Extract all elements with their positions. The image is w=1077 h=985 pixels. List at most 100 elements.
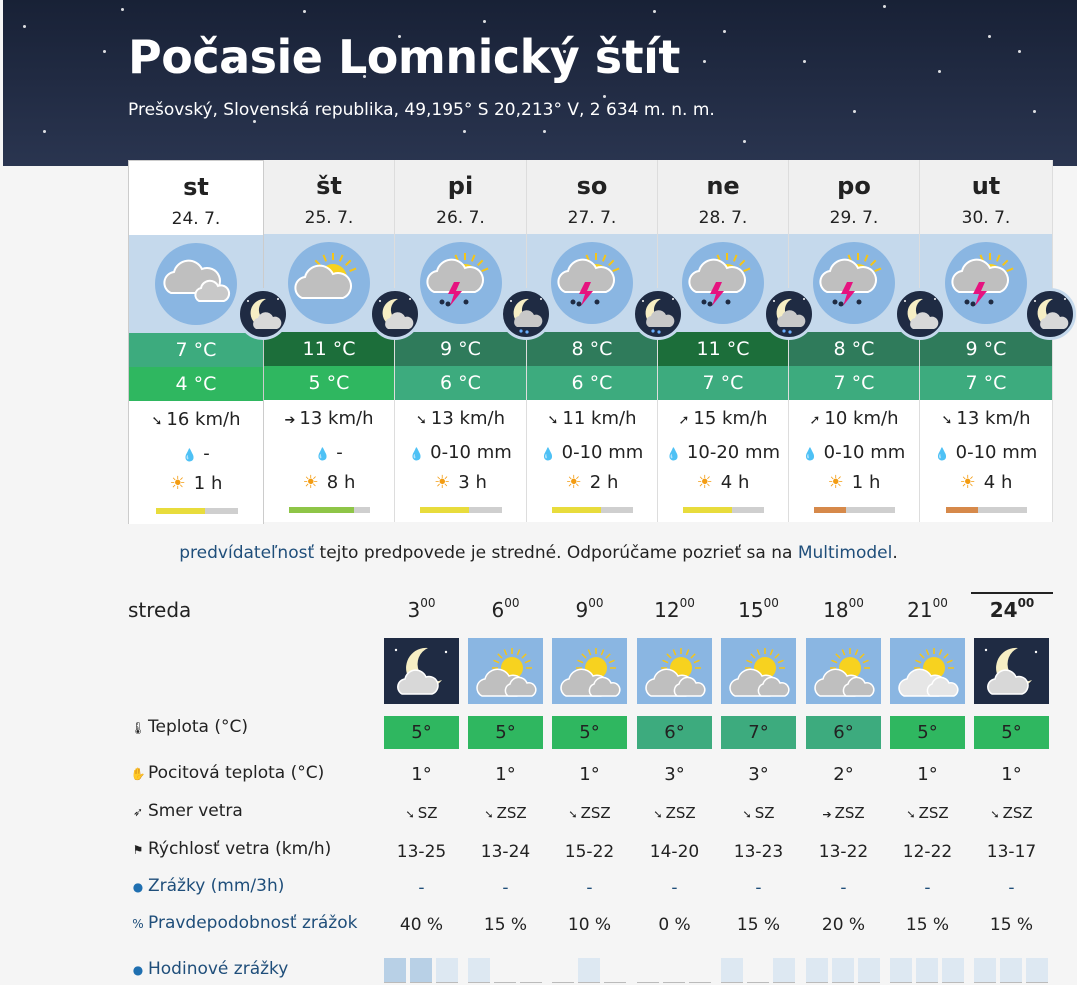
star — [121, 8, 124, 11]
drop-icon: 💧 — [665, 447, 681, 461]
day-column-st[interactable]: st 24. 7. 7 °C 4 °C ➘ 16 km/h 💧 - ☀ 1 h — [128, 160, 264, 524]
wind-direction-value: ➘ ZSZ — [552, 804, 627, 822]
hourly-precip-cell — [663, 958, 685, 983]
wind-direction-icon: ➘ — [416, 413, 427, 428]
wind-arrow-icon: ➘ — [906, 808, 916, 821]
star — [1033, 110, 1036, 113]
probability-value: 15 % — [483, 915, 528, 935]
predictability-bar-fill — [945, 507, 979, 513]
hourly-precip-cell — [916, 958, 938, 983]
moon-rain-icon — [632, 288, 684, 340]
wind-speed-value: 15-22 — [564, 842, 615, 862]
wind-speed: 10 km/h — [824, 408, 899, 429]
precipitation-info: 💧 0-10 mm — [395, 442, 526, 463]
sun-cloud-icon — [721, 638, 796, 704]
wind-arrow-icon: ➘ — [653, 808, 663, 821]
sunshine-hours: 3 h — [458, 472, 487, 493]
precipitation-value: - — [418, 878, 425, 898]
drop-1h-icon: ● — [132, 963, 144, 977]
row-label-feels: ✋ Pocitová teplota (°C) — [128, 763, 325, 783]
star — [23, 25, 26, 28]
sunshine-info: ☀ 3 h — [395, 472, 526, 493]
cloud-icon — [155, 243, 237, 325]
sunshine-hours: 4 h — [983, 472, 1013, 493]
day-column-št[interactable]: št 25. 7. 11 °C 5 °C ➔ 13 km/h 💧 - ☀ 8 h — [264, 160, 395, 522]
day-name: so — [576, 172, 608, 200]
sunshine-info: ☀ 1 h — [789, 472, 919, 493]
day-column-ut[interactable]: ut 30. 7. 9 °C 7 °C ➘ 13 km/h 💧 0-10 mm ☀ 4 h — [920, 160, 1053, 522]
hourly-precip-cell — [890, 958, 912, 983]
day-column-po[interactable]: po 29. 7. 8 °C 7 °C ➚ 10 km/h 💧 0-10 mm ☀ 1 h — [789, 160, 920, 522]
feels-like-value: 3° — [664, 764, 685, 785]
day-column-ne[interactable]: ne 28. 7. 11 °C 7 °C ➚ 15 km/h 💧 10-20 mm ☀ 4 h — [658, 160, 789, 522]
hourly-temperature: 5° — [890, 716, 965, 749]
wind-direction-text: ZSZ — [834, 804, 865, 822]
star — [398, 35, 401, 38]
drop-icon: 💧 — [182, 448, 198, 462]
hourly-precip-cell — [721, 958, 743, 983]
note-text: tejto predpovede je stredné. Odporúčame … — [314, 543, 798, 563]
moon-rain-icon — [500, 288, 552, 340]
moon-rain-icon — [763, 288, 815, 340]
hourly-precip-cell — [773, 958, 795, 983]
wind-arrow-icon: ➘ — [405, 808, 415, 821]
feels-like-value: 1° — [495, 764, 516, 785]
hourly-precip-cell — [552, 958, 574, 983]
star — [363, 75, 366, 78]
sun-cloud-icon — [637, 638, 712, 704]
day-header: st 24. 7. — [129, 161, 263, 235]
hourly-precip-cell — [858, 958, 880, 983]
predictability-bar-fill — [288, 507, 355, 513]
day-name: ne — [706, 172, 740, 200]
predictability-link[interactable]: predvídateľnosť — [179, 543, 315, 563]
precipitation-value: - — [502, 878, 509, 898]
star — [803, 60, 806, 63]
hourly-temperature: 6° — [637, 716, 712, 749]
star — [103, 50, 106, 53]
day-header: so 27. 7. — [527, 160, 657, 234]
probability-value: 15 % — [736, 915, 781, 935]
day-column-so[interactable]: so 27. 7. 8 °C 6 °C ➘ 11 km/h 💧 0-10 mm ☀ 2 h — [527, 160, 658, 522]
day-date: 30. 7. — [961, 208, 1011, 228]
probability-value: 10 % — [567, 915, 612, 935]
precipitation-value: - — [924, 878, 931, 898]
hour-label: 600 — [468, 596, 543, 622]
sun-cloud-icon — [288, 242, 370, 324]
sunshine-hours: 2 h — [589, 472, 619, 493]
row-label-wind_speed: ⚑ Rýchlosť vetra (km/h) — [128, 839, 332, 859]
star — [43, 130, 46, 133]
wind-direction-icon: ➘ — [547, 413, 559, 428]
day-name: ut — [971, 172, 1001, 200]
day-header: št 25. 7. — [264, 160, 394, 234]
hourly-temperature: 5° — [974, 716, 1049, 749]
multimodel-link[interactable]: Multimodel — [797, 543, 893, 563]
moon-cloud-icon — [974, 638, 1049, 704]
page-title: Počasie Lomnický štít — [128, 30, 680, 84]
wind-direction-text: ZSZ — [665, 804, 696, 822]
day-date: 28. 7. — [698, 208, 748, 228]
hourly-precip-cell — [384, 958, 406, 983]
precipitation-info: 💧 0-10 mm — [920, 442, 1052, 463]
max-temperature: 7 °C — [129, 333, 263, 367]
hourly-precip-cell — [1026, 958, 1048, 983]
hourly-precip-cell — [410, 958, 432, 983]
sunshine-info: ☀ 8 h — [264, 472, 394, 493]
predictability-bar-rest — [205, 508, 238, 514]
star — [303, 10, 306, 13]
star — [743, 140, 746, 143]
wind-info: ➘ 13 km/h — [395, 408, 526, 429]
min-temperature: 6 °C — [395, 366, 526, 400]
probability-value: 0 % — [658, 915, 691, 935]
day-column-pi[interactable]: pi 26. 7. 9 °C 6 °C ➘ 13 km/h 💧 0-10 mm ☀ 3 h — [395, 160, 527, 522]
wind-speed: 16 km/h — [166, 409, 241, 430]
hand-icon: ✋ — [130, 767, 146, 781]
daily-forecast: st 24. 7. 7 °C 4 °C ➘ 16 km/h 💧 - ☀ 1 h št 25. 7. 11… — [128, 160, 1076, 524]
precipitation-value: - — [586, 878, 593, 898]
wind-vane-icon: ➶ — [132, 805, 144, 819]
wind-direction-value: ➘ ZSZ — [468, 804, 543, 822]
flag-icon: ⚑ — [132, 843, 144, 857]
hourly-precip-cell — [806, 958, 828, 983]
hour: 21 — [907, 598, 933, 622]
row-label-hourly_precip: ● Hodinové zrážky — [128, 959, 289, 979]
predictability-bar-fill — [420, 507, 470, 513]
